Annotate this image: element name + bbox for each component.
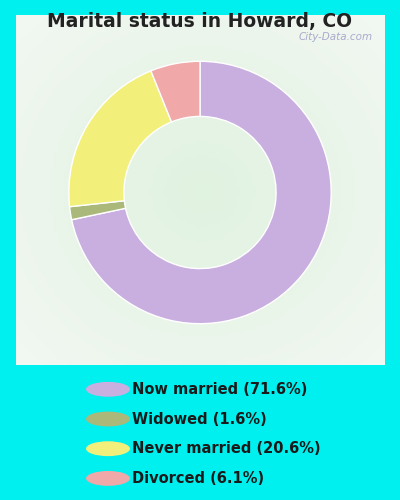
Text: Marital status in Howard, CO: Marital status in Howard, CO bbox=[48, 12, 352, 32]
Text: Never married (20.6%): Never married (20.6%) bbox=[132, 441, 321, 456]
Circle shape bbox=[86, 382, 130, 396]
Text: Widowed (1.6%): Widowed (1.6%) bbox=[132, 412, 267, 426]
Wedge shape bbox=[151, 62, 200, 122]
Wedge shape bbox=[69, 71, 172, 206]
Wedge shape bbox=[70, 200, 126, 220]
Circle shape bbox=[86, 412, 130, 426]
Text: Now married (71.6%): Now married (71.6%) bbox=[132, 382, 307, 397]
Text: Divorced (6.1%): Divorced (6.1%) bbox=[132, 471, 264, 486]
Circle shape bbox=[86, 442, 130, 456]
Wedge shape bbox=[72, 62, 331, 324]
Text: City-Data.com: City-Data.com bbox=[299, 32, 373, 42]
Circle shape bbox=[86, 471, 130, 486]
